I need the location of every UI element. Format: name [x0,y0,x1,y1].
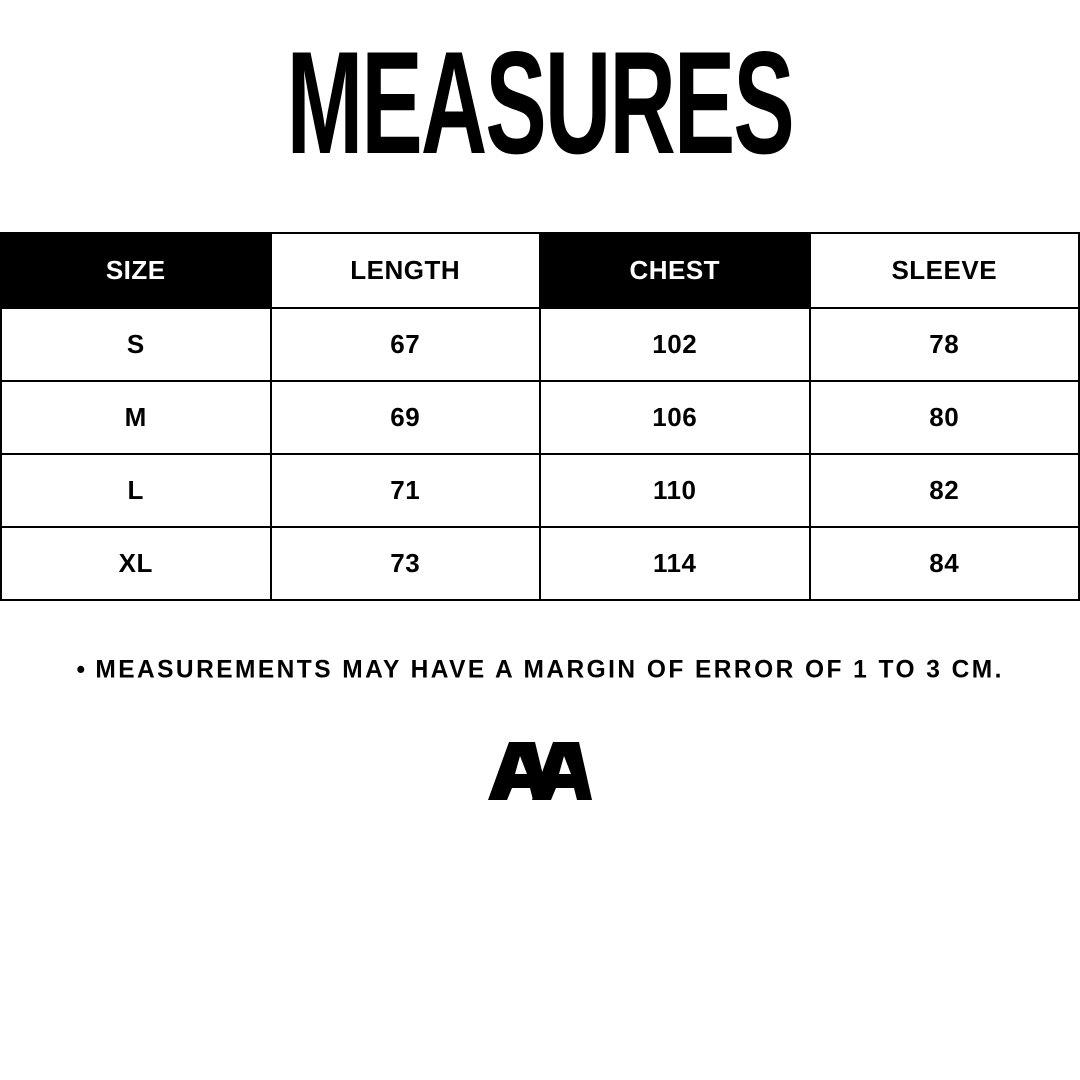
cell-size: S [0,307,272,382]
cell-size: M [0,380,272,455]
brand-logo [488,742,592,800]
cell-length: 69 [269,380,541,455]
page-title: MEASURES [0,30,1080,176]
note-text: MEASUREMENTS MAY HAVE A MARGIN OF ERROR … [95,655,1004,684]
cell-sleeve: 84 [808,526,1080,601]
table-row-m: M 69 106 80 [0,380,1080,455]
size-chart-table: SIZE LENGTH CHEST SLEEVE S 67 102 78 M 6… [0,232,1080,601]
note-bullet: • [76,655,88,684]
cell-chest: 110 [539,453,811,528]
cell-size: XL [0,526,272,601]
cell-chest: 102 [539,307,811,382]
cell-sleeve: 82 [808,453,1080,528]
cell-chest: 106 [539,380,811,455]
column-header-chest: CHEST [539,232,811,309]
cell-length: 73 [269,526,541,601]
table-row-xl: XL 73 114 84 [0,526,1080,601]
brand-logo-aa-icon [488,742,592,800]
cell-chest: 114 [539,526,811,601]
table-row-s: S 67 102 78 [0,307,1080,382]
page-title-text: MEASURES [286,21,795,184]
table-row-l: L 71 110 82 [0,453,1080,528]
cell-size: L [0,453,272,528]
column-header-sleeve: SLEEVE [808,232,1080,309]
column-header-length: LENGTH [269,232,541,309]
disclaimer-note: • MEASUREMENTS MAY HAVE A MARGIN OF ERROR… [0,656,1080,685]
cell-length: 67 [269,307,541,382]
cell-sleeve: 80 [808,380,1080,455]
column-header-size: SIZE [0,232,272,309]
table-header-row: SIZE LENGTH CHEST SLEEVE [0,232,1080,309]
cell-length: 71 [269,453,541,528]
cell-sleeve: 78 [808,307,1080,382]
